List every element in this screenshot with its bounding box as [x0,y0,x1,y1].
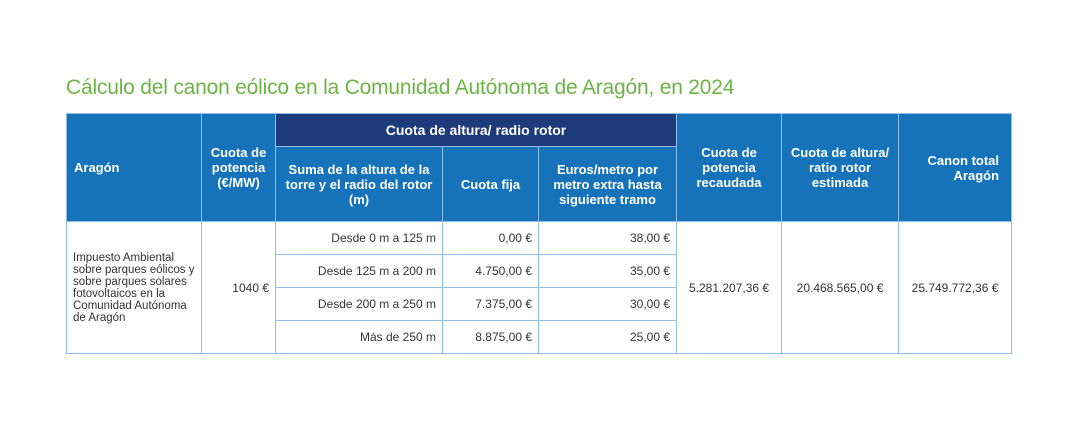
tramo-euros-metro: 38,00 € [537,221,678,255]
cuota-potencia-recaudada-value: 5.281.207,36 € [676,221,783,354]
tramo-cuota-fija: 0,00 € [442,221,539,255]
cuota-altura-estimada-value: 20.468.565,00 € [781,221,900,354]
canon-table: Aragón Cuota de potencia (€/MW) Cuota de… [66,113,1013,354]
table-row: Desde 125 m a 200 m 4.750,00 € 35,00 € [67,254,1012,288]
page-title: Cálculo del canon eólico en la Comunidad… [66,76,735,99]
description-cell: Impuesto Ambiental sobre parques eólicos… [66,221,202,354]
header-suma-altura: Suma de la altura de la torre y el radio… [275,146,443,222]
header-cuota-potencia: Cuota de potencia (€/MW) [201,113,276,222]
tramo-rango: Desde 125 m a 200 m [275,254,443,288]
header-canon-total: Canon total Aragón [898,113,1013,222]
tramo-rango: Desde 200 m a 250 m [275,287,443,321]
header-cuota-altura-group: Cuota de altura/ radio rotor [274,113,678,147]
header-aragon: Aragón [66,113,202,222]
cuota-potencia-value: 1040 € [201,221,276,354]
tramo-euros-metro: 35,00 € [537,254,678,288]
tramo-cuota-fija: 4.750,00 € [442,254,539,288]
tramo-cuota-fija: 7.375,00 € [442,287,539,321]
table-row: Impuesto Ambiental sobre parques eólicos… [66,221,1013,354]
tramo-rango: Desde 0 m a 125 m [275,221,443,255]
table-row: Más de 250 m 8.875,00 € 25,00 € [67,320,1012,354]
header-cuota-fija: Cuota fija [442,146,539,222]
header-euros-metro: Euros/metro por metro extra hasta siguie… [537,146,678,222]
header-cuota-potencia-recaudada: Cuota de potencia recaudada [676,113,783,222]
canon-total-value: 25.749.772,36 € [898,221,1013,354]
tramo-euros-metro: 25,00 € [537,320,678,354]
tramo-euros-metro: 30,00 € [537,287,678,321]
table-row: Desde 200 m a 250 m 7.375,00 € 30,00 € [67,287,1012,321]
header-cuota-altura-estimada: Cuota de altura/ ratio rotor estimada [781,113,900,222]
tramo-cuota-fija: 8.875,00 € [442,320,539,354]
tramo-rango: Más de 250 m [275,320,443,354]
